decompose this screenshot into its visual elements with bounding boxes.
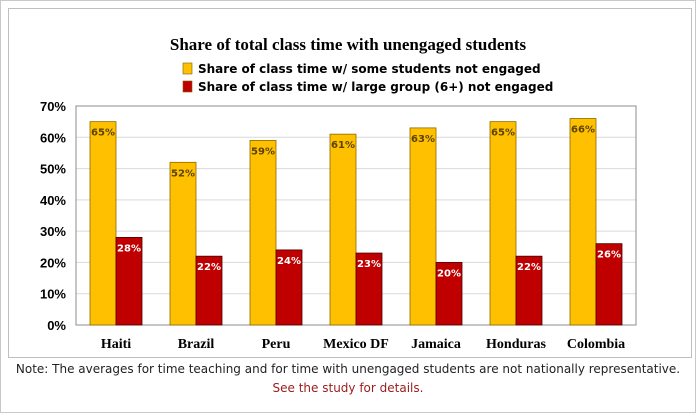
bar-large-mexico-df [355,252,383,326]
x-tick-label: Peru [262,337,291,352]
bar-large-jamaica [435,262,463,326]
data-label: 24% [277,256,301,267]
bar-large-colombia [595,243,623,326]
footnote: Note: The averages for time teaching and… [0,360,696,398]
x-tick-label: Haiti [101,337,131,352]
data-label: 20% [437,268,461,279]
bar-some-honduras [489,121,517,326]
data-label: 28% [117,243,141,254]
bar-some-mexico-df [329,133,357,326]
footnote-line-1: Note: The averages for time teaching and… [15,362,681,376]
x-tick-label: Jamaica [411,337,461,352]
data-label: 65% [491,128,515,139]
bar-some-colombia [569,118,597,326]
data-label: 22% [197,262,221,273]
legend-label-2: Share of class time w/ large group (6+) … [198,80,553,94]
data-label: 63% [411,134,435,145]
y-tick-label: 60% [40,130,66,145]
bar-large-haiti [115,236,143,326]
data-label: 22% [517,262,541,273]
legend-swatch-2 [182,80,193,93]
x-axis-ticks: Haiti Brazil Peru Mexico DF Jamaica Honduras C… [101,337,625,352]
footnote-link[interactable]: See the study for details. [272,381,424,395]
data-label: 59% [251,146,275,157]
data-label: 61% [331,140,355,151]
bar-some-haiti [89,121,117,326]
x-tick-label: Honduras [486,337,546,352]
data-label: 26% [597,250,621,261]
bar-large-peru [275,249,303,326]
bar-some-brazil [169,161,197,326]
y-tick-label: 30% [40,224,66,239]
y-tick-label: 70% [40,99,66,114]
bar-large-brazil [195,255,223,326]
x-tick-label: Colombia [567,337,625,352]
y-tick-label: 10% [40,287,66,302]
bars: 65% 28% 52% 22% 59% 24% 61% 23% 63% 20% 65% 22% 66% 2… [89,118,623,326]
legend-label-1: Share of class time w/ some students not… [198,62,541,76]
x-tick-label: Mexico DF [323,337,389,352]
y-tick-label: 40% [40,193,66,208]
bar-chart: Share of total class time with unengaged… [40,35,637,352]
y-axis-ticks: 0% 10% 20% 30% 40% 50% 60% 70% [40,99,66,333]
legend: Share of class time w/ some students not… [182,62,553,94]
y-tick-label: 20% [40,255,66,270]
data-label: 66% [571,125,595,136]
data-label: 23% [357,259,381,270]
bar-large-honduras [515,255,543,326]
bar-some-peru [249,140,277,326]
bar-some-jamaica [409,127,437,326]
chart-title: Share of total class time with unengaged… [170,35,527,54]
chart-border [8,8,692,358]
y-tick-label: 50% [40,162,66,177]
legend-swatch-1 [182,62,193,75]
y-tick-label: 0% [47,318,66,333]
data-label: 52% [171,168,195,179]
data-label: 65% [91,128,115,139]
x-tick-label: Brazil [178,337,215,352]
